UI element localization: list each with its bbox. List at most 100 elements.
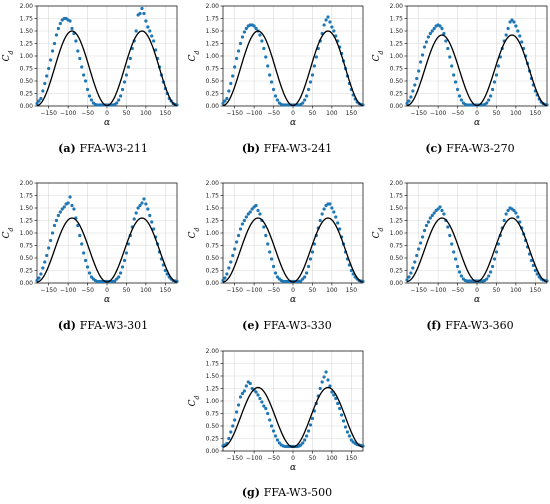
data-point xyxy=(533,268,537,273)
x-axis-label: α xyxy=(290,295,296,305)
y-tick-label: 1.00 xyxy=(390,53,404,60)
data-point xyxy=(450,64,454,68)
y-tick-label: 1.50 xyxy=(206,205,220,212)
data-point xyxy=(341,419,346,423)
data-point xyxy=(459,98,464,102)
data-point xyxy=(442,212,446,216)
data-point xyxy=(89,98,94,102)
data-point xyxy=(310,73,315,77)
chart-panel: 0.00 0.25 0.50 0.75 1.00 1.25 1.50 1.75 2.00 −150… xyxy=(188,3,365,155)
data-point xyxy=(303,275,307,279)
panel-caption-tag: (d) xyxy=(58,319,80,332)
data-point xyxy=(271,264,276,269)
y-tick-label: 0.75 xyxy=(206,243,220,250)
data-point xyxy=(256,393,260,397)
y-tick-label: 0.00 xyxy=(390,280,404,287)
x-tick-label: −100 xyxy=(430,287,447,294)
y-tick-label: 1.25 xyxy=(390,218,404,225)
data-point xyxy=(487,98,491,102)
data-point xyxy=(140,201,144,205)
data-point xyxy=(338,406,342,411)
y-tick-label: 1.75 xyxy=(20,16,34,23)
y-tick-label: 1.50 xyxy=(20,205,34,212)
x-tick-label: 50 xyxy=(123,110,131,117)
panel-caption-name: FFA-W3-330 xyxy=(263,319,331,332)
data-point xyxy=(455,87,460,92)
data-point xyxy=(154,48,158,52)
y-tick-label: 0.75 xyxy=(20,66,34,73)
data-point xyxy=(252,24,256,28)
data-point xyxy=(258,212,262,216)
data-point xyxy=(318,218,322,223)
data-point xyxy=(442,31,446,36)
data-point xyxy=(312,64,316,68)
data-point xyxy=(411,89,415,93)
y-axis-label: Cd xyxy=(372,50,385,61)
data-point xyxy=(275,275,280,279)
data-point xyxy=(268,418,272,422)
x-tick-label: −100 xyxy=(60,287,77,294)
data-point xyxy=(41,89,45,93)
data-point xyxy=(242,389,246,393)
data-point xyxy=(238,41,243,46)
data-point xyxy=(496,242,500,246)
data-point xyxy=(424,223,429,228)
data-point xyxy=(452,250,456,254)
y-tick-label: 1.50 xyxy=(206,373,220,380)
panel-caption-name: FFA-W3-360 xyxy=(445,319,513,332)
chart-panel: 0.00 0.25 0.50 0.75 1.00 1.25 1.50 1.75 2.00 −150… xyxy=(2,180,179,332)
data-point xyxy=(82,73,86,77)
data-point xyxy=(76,49,80,53)
y-tick-label: 0.00 xyxy=(20,280,34,287)
data-point xyxy=(236,49,241,53)
x-tick-label: −150 xyxy=(40,287,57,294)
data-point xyxy=(37,99,41,103)
data-point xyxy=(430,29,434,33)
y-tick-label: 1.50 xyxy=(390,28,404,35)
y-tick-label: 0.25 xyxy=(206,436,220,443)
model-curve xyxy=(406,217,548,283)
x-tick-label: −150 xyxy=(40,110,57,117)
data-point xyxy=(415,253,419,258)
panel-caption-tag: (g) xyxy=(242,486,264,499)
panel-caption: (d) FFA-W3-301 xyxy=(58,319,148,332)
x-tick-label: 100 xyxy=(326,455,338,462)
data-point xyxy=(417,247,421,251)
data-point xyxy=(45,253,49,258)
data-point xyxy=(231,253,235,258)
chart-panel: 0.00 0.25 0.50 0.75 1.00 1.25 1.50 1.75 2.00 −150… xyxy=(2,3,179,155)
data-point xyxy=(132,217,136,221)
data-point xyxy=(60,207,64,211)
data-point xyxy=(58,21,62,26)
x-tick-label: −100 xyxy=(246,455,263,462)
data-point xyxy=(512,20,516,24)
data-point xyxy=(485,277,489,281)
y-tick-label: 1.25 xyxy=(206,41,220,48)
x-tick-label: 50 xyxy=(123,287,131,294)
data-point xyxy=(270,80,274,84)
data-point xyxy=(409,95,413,99)
data-point xyxy=(266,64,270,68)
y-tick-label: 0.50 xyxy=(20,255,34,262)
data-point xyxy=(270,257,274,261)
data-point xyxy=(446,225,450,229)
chart-panel: 0.00 0.25 0.50 0.75 1.00 1.25 1.50 1.75 2.00 −150… xyxy=(372,180,549,332)
data-point xyxy=(413,83,417,87)
panel-caption-name: FFA-W3-270 xyxy=(446,142,514,155)
panel-caption: (e) FFA-W3-330 xyxy=(242,319,332,332)
data-point xyxy=(35,101,39,106)
data-point xyxy=(494,250,499,254)
data-point xyxy=(349,438,353,442)
chart-panel: 0.00 0.25 0.50 0.75 1.00 1.25 1.50 1.75 2.00 −150… xyxy=(372,3,549,155)
x-tick-label: 0 xyxy=(475,110,479,117)
data-point xyxy=(271,87,276,92)
data-point xyxy=(314,55,318,59)
data-point xyxy=(305,271,309,275)
data-point xyxy=(58,210,62,214)
data-point xyxy=(126,65,130,69)
data-point xyxy=(142,197,146,201)
data-point xyxy=(68,195,72,199)
data-point xyxy=(440,26,444,31)
data-point xyxy=(328,20,332,24)
y-tick-label: 0.25 xyxy=(206,91,220,98)
